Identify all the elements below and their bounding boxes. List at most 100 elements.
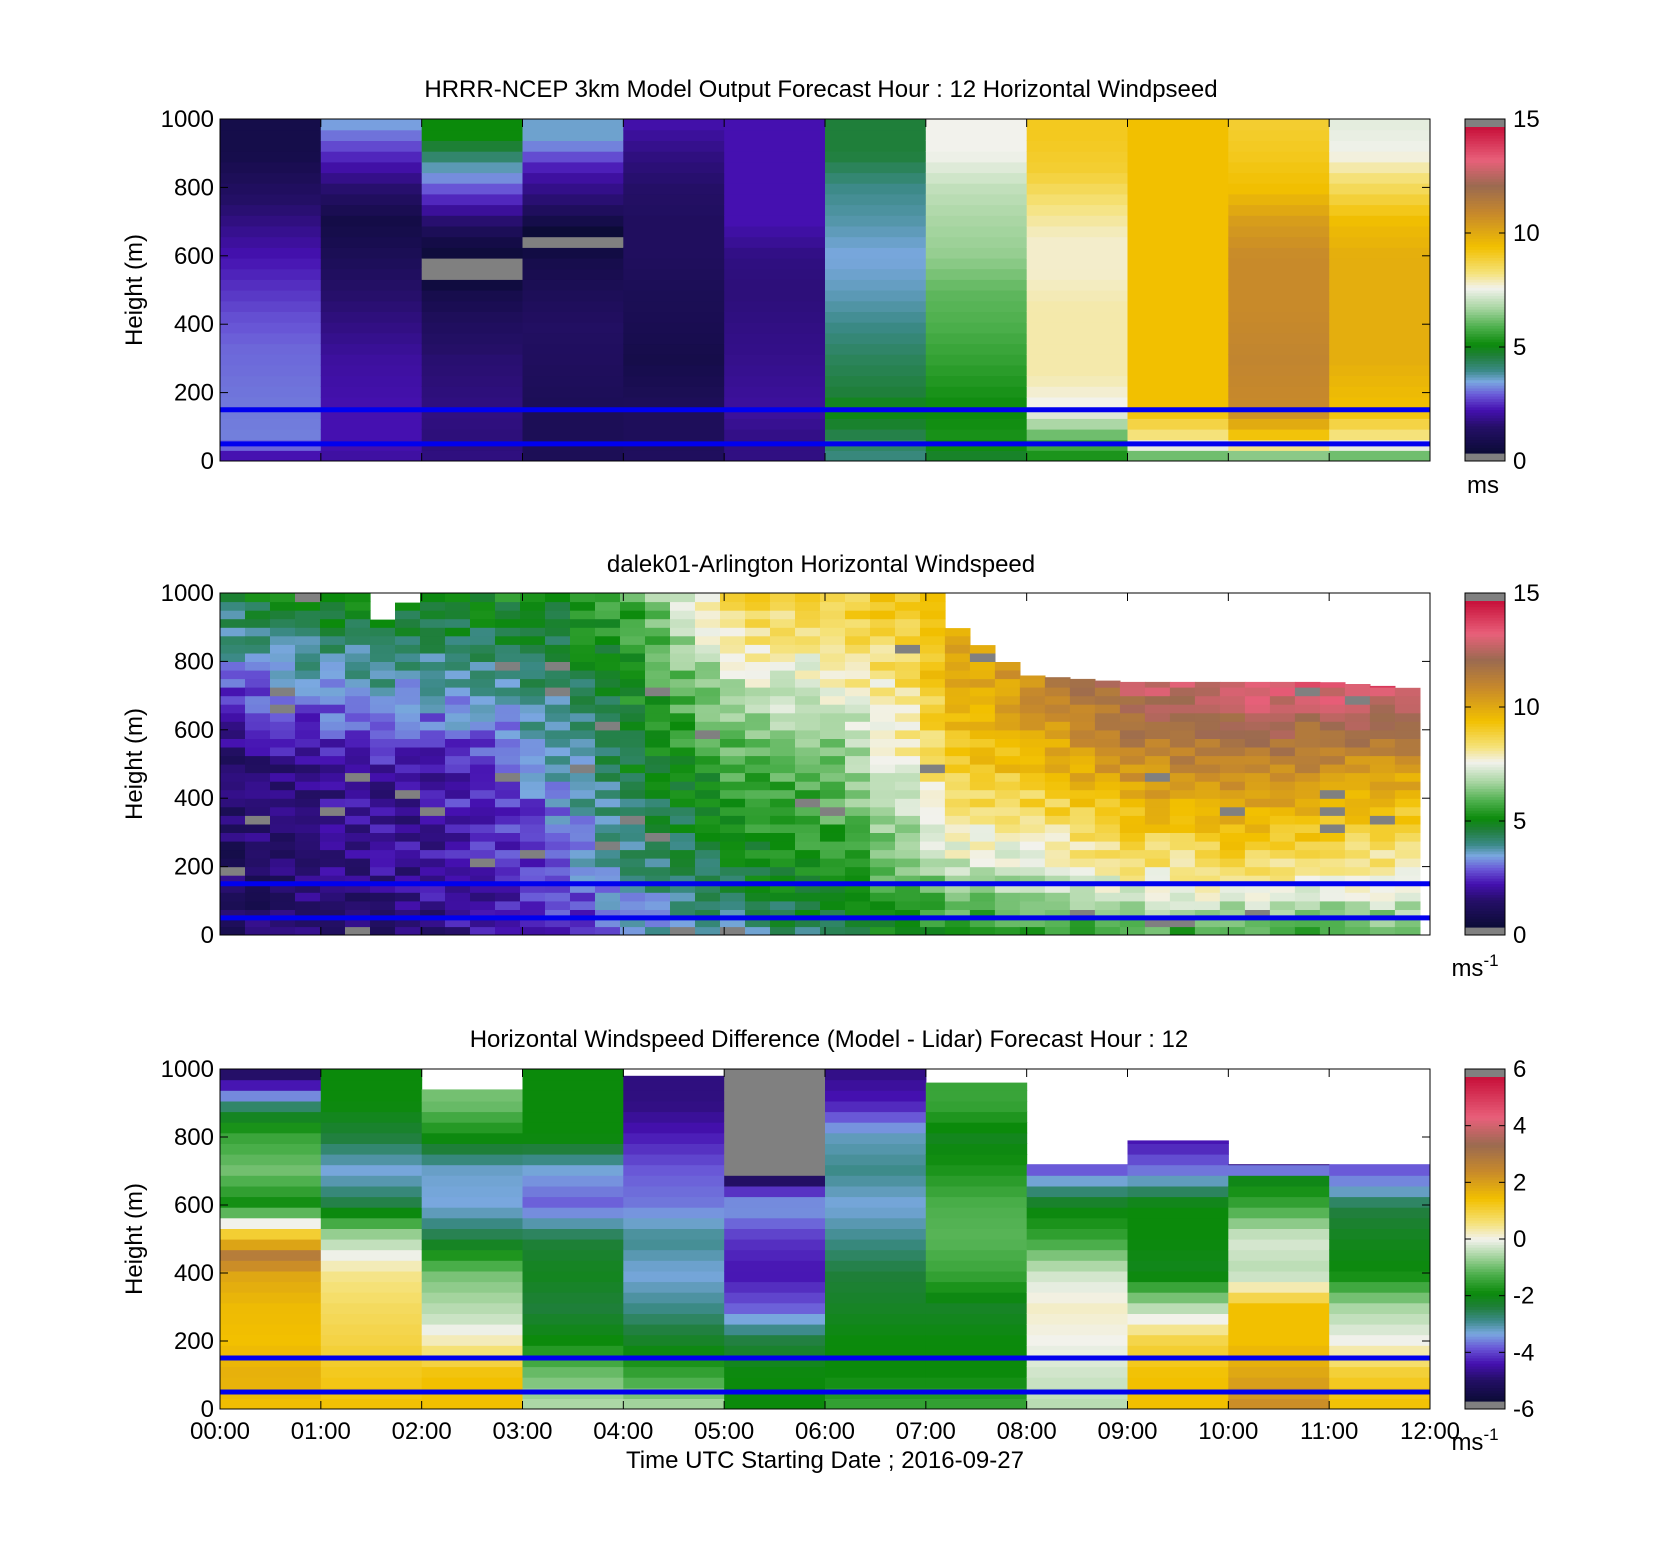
heatmap-cell: [825, 1069, 927, 1081]
heatmap-cell: [724, 450, 826, 461]
heatmap-cell: [1244, 900, 1271, 910]
heatmap-cell: [1194, 926, 1221, 935]
x-tick-label: 09:00: [1097, 1418, 1157, 1445]
heatmap-cell: [925, 1228, 1028, 1240]
heatmap-cell: [1269, 729, 1296, 739]
heatmap-cell: [1329, 183, 1430, 195]
heatmap-cell: [845, 806, 871, 816]
heatmap-cell: [1269, 687, 1296, 697]
heatmap-cell: [845, 721, 871, 731]
heatmap-cell: [795, 866, 821, 876]
colorbar-segment: [1465, 907, 1505, 912]
heatmap-cell: [420, 900, 446, 910]
colorbar-segment: [1465, 366, 1505, 370]
heatmap-cell: [1228, 151, 1330, 163]
heatmap-cell: [845, 883, 871, 893]
colorbar-segment: [1465, 831, 1505, 836]
colorbar-segment: [1465, 1309, 1505, 1313]
heatmap-cell: [770, 823, 796, 833]
heatmap-cell: [522, 257, 624, 270]
heatmap-cell: [645, 610, 671, 620]
colorbar-segment: [1465, 1139, 1505, 1143]
heatmap-cell: [595, 746, 621, 757]
heatmap-cell: [220, 1260, 322, 1272]
heatmap-cell: [820, 917, 846, 928]
heatmap-cell: [495, 789, 521, 799]
heatmap-cell: [820, 764, 846, 774]
heatmap-cell: [1369, 704, 1396, 714]
colorbar-segment: [1465, 750, 1505, 754]
heatmap-cell: [270, 832, 296, 842]
heatmap-cell: [825, 290, 927, 302]
colorbar-segment: [1465, 262, 1505, 267]
heatmap-cell: [1294, 764, 1321, 774]
heatmap-cell: [724, 1334, 826, 1346]
heatmap-cell: [670, 900, 696, 910]
heatmap-cell: [724, 151, 826, 163]
heatmap-cell: [895, 789, 921, 799]
heatmap-cell: [522, 1207, 624, 1219]
heatmap-cell: [495, 875, 521, 885]
heatmap-cell: [395, 712, 421, 722]
heatmap-cell: [570, 798, 596, 808]
heatmap-cell: [820, 892, 846, 902]
colorbar-segment: [1465, 1149, 1505, 1154]
heatmap-cell: [245, 841, 271, 851]
heatmap-cell: [370, 909, 396, 919]
heatmap-cell: [395, 687, 421, 697]
heatmap-cell: [1344, 781, 1371, 791]
heatmap-cell: [720, 832, 746, 842]
heatmap-cell: [345, 712, 371, 722]
heatmap-cell: [825, 119, 927, 131]
heatmap-cell: [645, 866, 671, 876]
heatmap-cell: [220, 193, 322, 206]
heatmap-cell: [1329, 215, 1430, 227]
heatmap-cell: [245, 627, 271, 637]
heatmap-cell: [570, 866, 596, 876]
heatmap-cell: [370, 858, 396, 868]
heatmap-cell: [270, 849, 296, 859]
heatmap-cell: [895, 815, 921, 825]
heatmap-cell: [220, 1090, 322, 1102]
heatmap-cell: [421, 1132, 524, 1144]
heatmap-cell: [944, 635, 971, 645]
colorbar-segment: [1465, 802, 1505, 806]
heatmap-cell: [724, 1270, 826, 1283]
heatmap-cell: [270, 900, 296, 910]
heatmap-cell: [1127, 1292, 1229, 1304]
heatmap-cell: [1319, 875, 1346, 885]
heatmap-cell: [1394, 712, 1421, 722]
colorbar-segment: [1465, 845, 1505, 849]
heatmap-cell: [522, 225, 624, 238]
heatmap-cell: [220, 712, 246, 722]
colorbar-segment: [1465, 1085, 1505, 1089]
heatmap-cell: [623, 183, 725, 195]
heatmap-cell: [1369, 892, 1396, 902]
heatmap-cell: [1329, 172, 1430, 184]
heatmap-cell: [925, 1111, 1028, 1123]
heatmap-cell: [820, 601, 846, 611]
heatmap-cell: [1026, 1228, 1129, 1240]
colorbar-segment: [1465, 232, 1505, 237]
heatmap-cell: [620, 832, 646, 842]
heatmap-cell: [1219, 917, 1246, 928]
heatmap-cell: [825, 140, 927, 152]
heatmap-cell: [820, 593, 846, 603]
heatmap-cell: [1228, 1334, 1330, 1346]
heatmap-cell: [395, 602, 421, 611]
colorbar-segment: [1465, 368, 1505, 373]
heatmap-cell: [270, 627, 296, 637]
heatmap-cell: [670, 875, 696, 885]
heatmap-cell: [320, 322, 423, 334]
heatmap-cell: [944, 678, 971, 688]
colorbar-segment: [1465, 812, 1505, 817]
heatmap-cell: [395, 635, 421, 645]
colorbar-segment: [1465, 1271, 1505, 1275]
heatmap-cell: [1169, 875, 1196, 885]
heatmap-cell: [670, 806, 696, 816]
heatmap-cell: [320, 1377, 423, 1389]
heatmap-cell: [1026, 236, 1129, 248]
heatmap-cell: [645, 618, 671, 628]
heatmap-cell: [545, 738, 571, 748]
colorbar-segment: [1465, 720, 1505, 724]
